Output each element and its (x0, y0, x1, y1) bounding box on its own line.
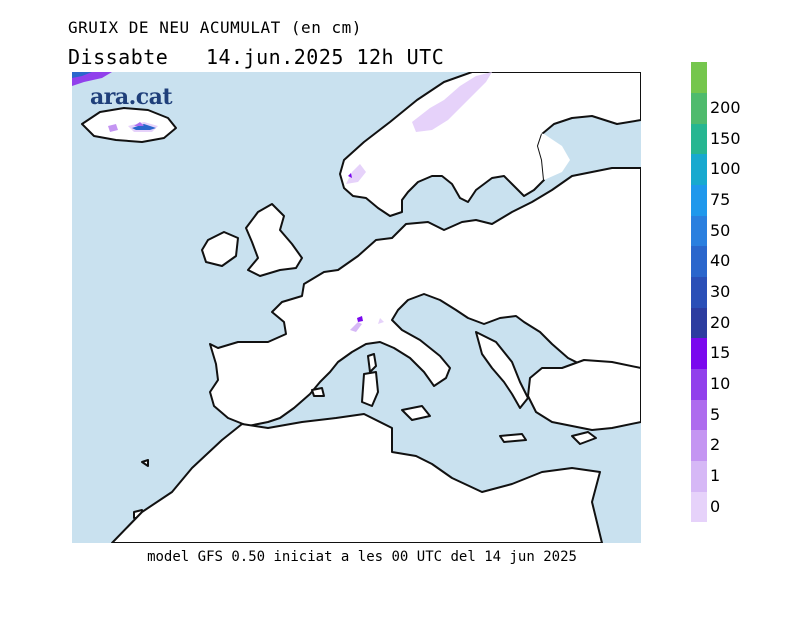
date-label: 14.jun.2025 12h UTC (205, 45, 445, 69)
land-north-africa (111, 413, 603, 543)
legend-label: 10 (710, 374, 731, 393)
legend-label: 30 (710, 282, 731, 301)
snow-alps (350, 322, 362, 332)
legend-swatch (691, 491, 707, 523)
legend-swatch (691, 62, 707, 94)
snow-overlay (72, 72, 492, 332)
legend-label: 150 (710, 128, 741, 148)
snow-scandinavia (412, 72, 492, 132)
snow-alps-core (357, 316, 363, 322)
land-britain (245, 203, 303, 277)
map-title: GRUIX DE NEU ACUMULAT (en cm) (68, 18, 362, 37)
land-ireland (201, 231, 239, 267)
land-crete (499, 433, 527, 443)
legend-swatch (691, 215, 707, 247)
legend-swatch (691, 430, 707, 462)
color-legend-bar (691, 62, 707, 523)
legend-swatch (691, 460, 707, 492)
snow-greenland-2 (72, 72, 92, 78)
snow-iceland-4 (134, 122, 144, 126)
land-corsica (367, 353, 377, 373)
land-turkey (527, 359, 641, 431)
land (81, 72, 641, 543)
legend-label: 5 (710, 404, 721, 424)
land-mallorca (311, 387, 325, 397)
legend-swatch (691, 307, 707, 339)
legend-label: 40 (710, 251, 731, 271)
snow-iceland-1 (108, 124, 118, 132)
land-madeira (141, 459, 149, 467)
snow-map (72, 72, 641, 543)
land-finland (484, 130, 570, 180)
legend-label: 0 (710, 496, 721, 516)
snow-iceland-3 (132, 124, 156, 130)
legend-label: 100 (710, 159, 741, 179)
legend-swatch (691, 276, 707, 308)
legend-swatch (691, 246, 707, 278)
legend-label: 20 (710, 312, 731, 332)
land-sicily (401, 405, 431, 421)
land-europe (209, 167, 641, 427)
legend-label: 200 (710, 98, 741, 117)
land-sardinia (361, 371, 379, 407)
legend-swatch (691, 184, 707, 216)
snow-alps-east (378, 318, 384, 324)
legend-label: 1 (710, 466, 721, 485)
legend-swatch (691, 338, 707, 370)
land-iceland (81, 107, 177, 143)
ara-cat-logo: ara.cat (90, 84, 173, 110)
land-greece (475, 331, 529, 409)
legend-swatch (691, 368, 707, 400)
land-cyprus (571, 431, 597, 445)
snow-norway-south-core (348, 173, 352, 178)
legend-label: 50 (710, 220, 731, 240)
legend-label: 15 (710, 343, 731, 363)
day-label: Dissabte (68, 45, 169, 69)
legend-swatch (691, 123, 707, 155)
map-datetime: Dissabte 14.jun.2025 12h UTC (68, 45, 444, 69)
model-info: model GFS 0.50 iniciat a les 00 UTC del … (147, 549, 577, 565)
legend-label: 75 (710, 190, 731, 209)
legend-swatch (691, 154, 707, 186)
snow-norway-south (346, 164, 366, 184)
legend-swatch (691, 399, 707, 431)
legend-label: 2 (710, 435, 721, 455)
legend-swatch (691, 92, 707, 124)
